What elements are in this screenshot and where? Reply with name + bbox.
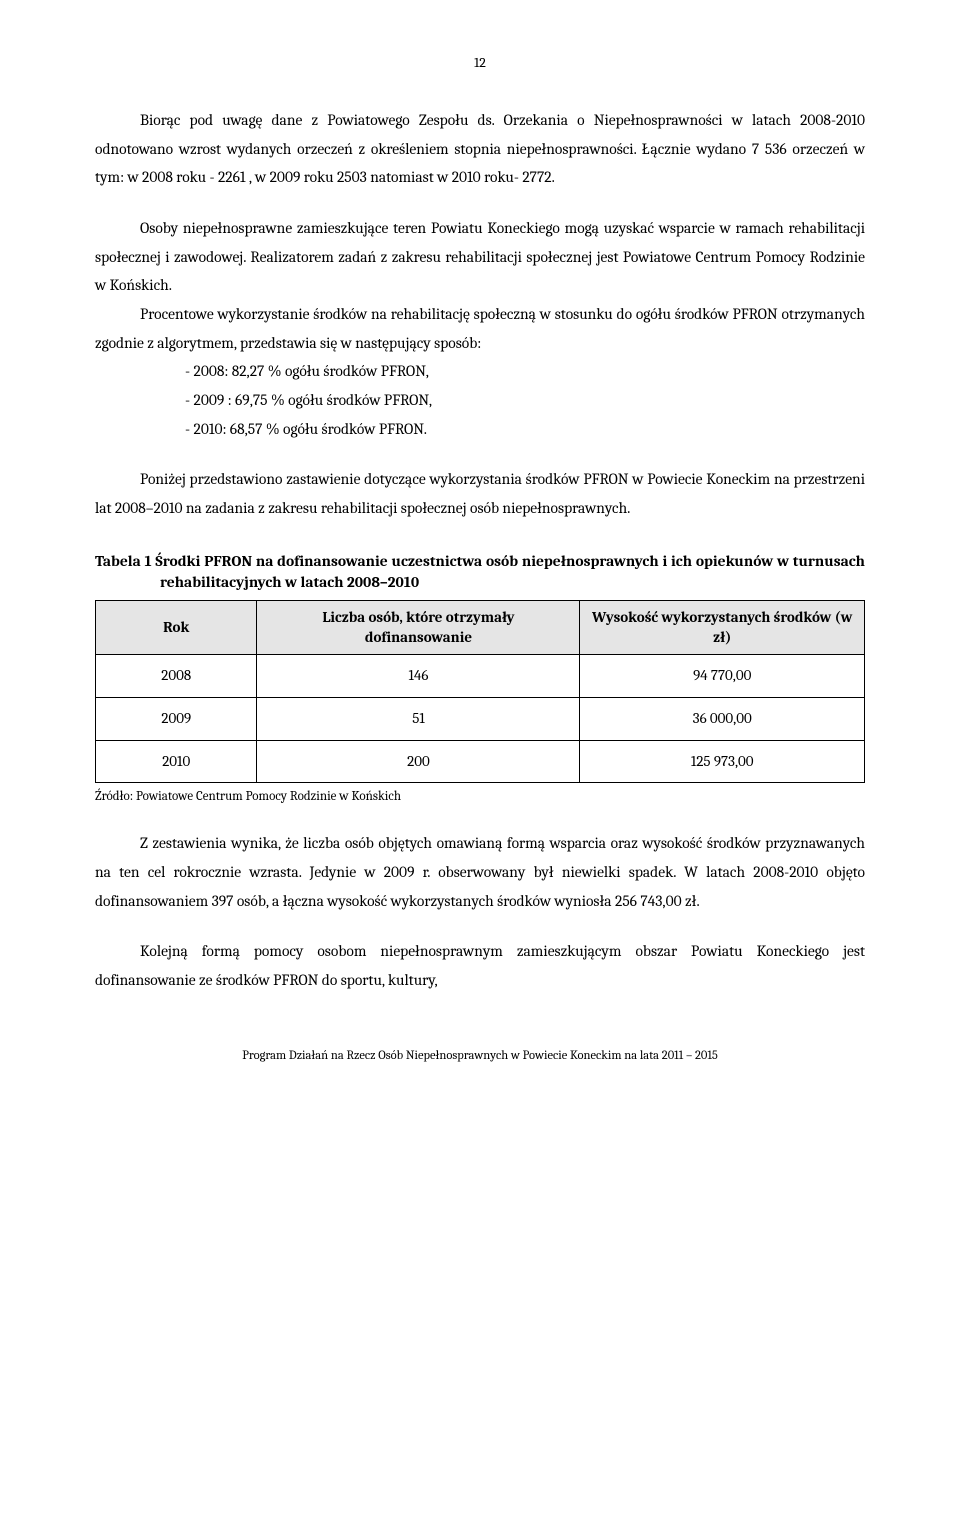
table-header-cell: Wysokość wykorzystanych środków (w zł): [580, 601, 865, 655]
table-cell: 36 000,00: [580, 697, 865, 740]
table-1-source: Źródło: Powiatowe Centrum Pomocy Rodzini…: [95, 785, 865, 809]
spacer: [95, 523, 865, 545]
table-cell: 51: [257, 697, 580, 740]
table-header-cell: Rok: [96, 601, 257, 655]
table-1-title: Tabela 1 Środki PFRON na dofinansowanie …: [95, 551, 865, 594]
list-item-1: - 2008: 82,27 % ogółu środków PFRON,: [95, 357, 865, 386]
table-cell: 125 973,00: [580, 740, 865, 783]
paragraph-5: Z zestawienia wynika, że liczba osób obj…: [95, 829, 865, 915]
table-cell: 146: [257, 655, 580, 698]
table-cell: 2008: [96, 655, 257, 698]
footer-text: Program Działań na Rzecz Osób Niepełnosp…: [95, 1045, 865, 1068]
page-number: 12: [95, 50, 865, 76]
list-item-2: - 2009 : 69,75 % ogółu środków PFRON,: [95, 386, 865, 415]
paragraph-2: Osoby niepełnosprawne zamieszkujące tere…: [95, 214, 865, 300]
table-header-cell: Liczba osób, które otrzymały dofinansowa…: [257, 601, 580, 655]
spacer: [95, 443, 865, 465]
paragraph-4: Poniżej przedstawiono zastawienie dotycz…: [95, 465, 865, 522]
table-row: 2008 146 94 770,00: [96, 655, 865, 698]
table-row: 2010 200 125 973,00: [96, 740, 865, 783]
table-row: 2009 51 36 000,00: [96, 697, 865, 740]
table-cell: 2009: [96, 697, 257, 740]
list-item-3: - 2010: 68,57 % ogółu środków PFRON.: [95, 415, 865, 444]
table-cell: 2010: [96, 740, 257, 783]
table-cell: 200: [257, 740, 580, 783]
table-1: Rok Liczba osób, które otrzymały dofinan…: [95, 600, 865, 783]
paragraph-3: Procentowe wykorzystanie środków na reha…: [95, 300, 865, 357]
paragraph-6: Kolejną formą pomocy osobom niepełnospra…: [95, 937, 865, 994]
table-header-row: Rok Liczba osób, które otrzymały dofinan…: [96, 601, 865, 655]
spacer: [95, 192, 865, 214]
spacer: [95, 915, 865, 937]
paragraph-1: Biorąc pod uwagę dane z Powiatowego Zesp…: [95, 106, 865, 192]
table-cell: 94 770,00: [580, 655, 865, 698]
